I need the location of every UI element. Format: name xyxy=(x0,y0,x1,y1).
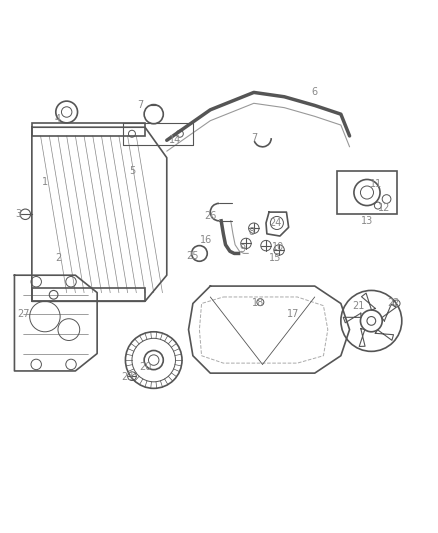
Text: 16: 16 xyxy=(200,236,212,245)
Bar xyxy=(32,288,145,301)
Text: 24: 24 xyxy=(269,218,282,228)
Text: 9: 9 xyxy=(240,244,246,254)
Text: 15: 15 xyxy=(269,253,282,263)
Bar xyxy=(336,171,397,214)
Text: 26: 26 xyxy=(204,212,216,221)
Text: 8: 8 xyxy=(249,227,255,237)
Text: 18: 18 xyxy=(252,298,264,309)
Text: 2: 2 xyxy=(55,253,61,263)
Text: 11: 11 xyxy=(370,179,382,189)
Text: 12: 12 xyxy=(378,203,391,213)
Text: 13: 13 xyxy=(361,216,373,226)
Text: 25: 25 xyxy=(187,251,199,261)
Text: 7: 7 xyxy=(138,100,144,110)
Text: 14: 14 xyxy=(170,135,182,146)
Text: 5: 5 xyxy=(129,166,135,176)
Text: 20: 20 xyxy=(139,361,151,372)
Text: 27: 27 xyxy=(17,309,29,319)
Text: 17: 17 xyxy=(287,309,299,319)
Text: 3: 3 xyxy=(16,209,22,219)
Text: 4: 4 xyxy=(55,114,61,124)
Text: 7: 7 xyxy=(251,133,257,143)
Text: 21: 21 xyxy=(352,301,364,311)
Text: 23: 23 xyxy=(121,373,134,383)
Text: 22: 22 xyxy=(387,298,399,309)
Text: 1: 1 xyxy=(42,176,48,187)
Text: 6: 6 xyxy=(312,87,318,98)
Bar xyxy=(32,123,145,136)
Text: 10: 10 xyxy=(272,242,284,252)
